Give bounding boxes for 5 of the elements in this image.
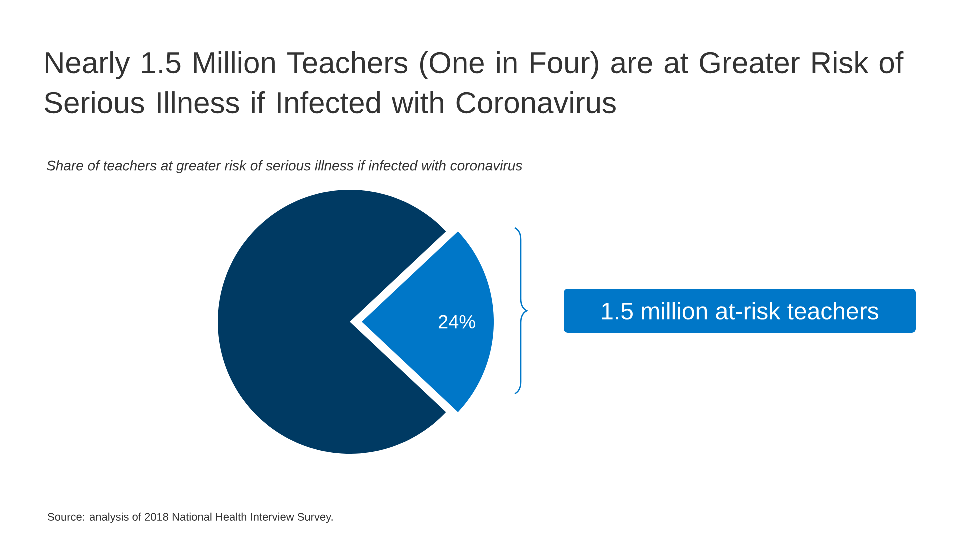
- text: 1.5 million at-risk teachers: [602, 302, 878, 320]
- chart-title: Nearly 1.5 Million Teachers (One in Four) are at Greater Risk of Serious Illness if Infected with Coronavirus: [44, 52, 904, 114]
- source-note: Source: analysis of 2018 National Health Interview Survey.: [48, 512, 333, 524]
- data-label: 24%: [438, 315, 476, 329]
- chart-subtitle: Share of teachers at greater risk of serious illness if infected with coronavirus: [46, 160, 522, 174]
